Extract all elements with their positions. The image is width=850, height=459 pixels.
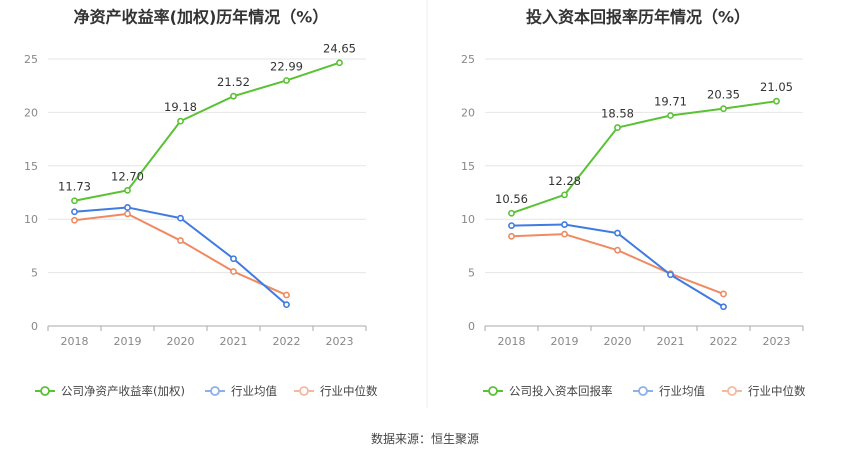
data-point-company (71, 197, 78, 205)
y-tick-label: 20 (24, 106, 38, 119)
legend-item-company[interactable]: 公司投入资本回报率 (483, 384, 613, 398)
series-line-avg (74, 206, 288, 306)
y-tick-label: 10 (461, 213, 475, 226)
legend-label: 行业均值 (231, 384, 277, 398)
data-point-company (230, 92, 237, 100)
data-point-company (667, 112, 674, 119)
source-note: 数据来源：恒生聚源 (371, 431, 479, 446)
x-tick-label: 2022 (710, 335, 738, 348)
data-point-company (508, 209, 515, 217)
x-tick-label: 2018 (498, 335, 526, 348)
data-label: 21.05 (760, 80, 793, 94)
x-tick-label: 2021 (220, 335, 248, 348)
y-tick-label: 5 (31, 267, 38, 280)
x-tick-label: 2018 (61, 335, 89, 348)
data-point-company (283, 77, 290, 84)
data-label: 11.73 (58, 180, 91, 194)
data-point-median (124, 210, 131, 218)
data-label: 20.35 (707, 88, 740, 102)
data-point-company (561, 191, 568, 199)
data-point-avg (561, 221, 568, 228)
data-label: 18.58 (601, 107, 634, 121)
series-line-median (511, 233, 724, 295)
y-tick-label: 0 (468, 320, 475, 333)
series-line-median (74, 212, 287, 296)
x-tick-label: 2022 (273, 335, 301, 348)
series-line-avg (511, 223, 725, 308)
data-point-median (720, 290, 727, 298)
x-tick-label: 2020 (604, 335, 632, 348)
data-point-avg (720, 303, 727, 311)
legend-item-median[interactable]: 行业中位数 (294, 384, 378, 398)
series-line-company (511, 100, 777, 215)
data-label: 12.70 (111, 169, 144, 183)
legend-label: 公司净资产收益率(加权) (61, 384, 185, 398)
data-label: 12.28 (548, 174, 581, 188)
legend-swatch-marker (40, 386, 50, 396)
legend-swatch-marker (727, 386, 737, 396)
data-label: 22.99 (270, 59, 303, 73)
legend-swatch-marker (299, 386, 309, 396)
data-label: 21.52 (217, 75, 250, 89)
series-line-company (74, 61, 340, 202)
data-label: 19.18 (164, 100, 197, 114)
x-tick-label: 2023 (763, 335, 791, 348)
y-tick-label: 5 (468, 267, 475, 280)
data-point-avg (667, 271, 674, 279)
legend-item-company[interactable]: 公司净资产收益率(加权) (35, 384, 185, 398)
data-point-median (614, 246, 621, 254)
data-point-median (71, 216, 78, 224)
chart-title: 投入资本回报率历年情况（%） (526, 8, 750, 27)
legend-label: 行业中位数 (748, 384, 806, 398)
data-point-avg (508, 222, 515, 230)
legend-swatch-marker (488, 386, 498, 396)
data-label: 10.56 (495, 192, 528, 206)
y-tick-label: 0 (31, 320, 38, 333)
legend-swatch-marker (638, 386, 648, 396)
data-point-avg (71, 208, 78, 216)
data-point-company (177, 117, 184, 125)
legend-label: 行业均值 (659, 384, 705, 398)
data-point-median (230, 268, 237, 275)
data-point-avg (124, 204, 131, 211)
legend-label: 公司投入资本回报率 (509, 384, 613, 398)
data-label: 24.65 (323, 42, 356, 56)
x-tick-label: 2019 (114, 335, 142, 348)
y-tick-label: 25 (461, 53, 475, 66)
y-tick-label: 15 (461, 160, 475, 173)
legend-item-avg[interactable]: 行业均值 (633, 384, 705, 398)
data-point-median (561, 230, 568, 238)
legend-item-avg[interactable]: 行业均值 (205, 384, 277, 398)
data-point-company (720, 105, 727, 113)
data-point-avg (614, 229, 621, 237)
roic-chart: 投入资本回报率历年情况（%） 0 5 10 15 20 25 2018 2019 2020 2021… (461, 8, 806, 399)
y-tick-label: 25 (24, 53, 38, 66)
data-point-avg (230, 255, 237, 263)
data-point-company (773, 97, 780, 105)
x-tick-label: 2023 (326, 335, 354, 348)
x-tick-label: 2020 (167, 335, 195, 348)
x-tick-label: 2019 (551, 335, 579, 348)
data-point-median (283, 291, 290, 299)
data-point-company (614, 124, 621, 131)
y-tick-label: 20 (461, 106, 475, 119)
chart-title: 净资产收益率(加权)历年情况（%） (74, 8, 329, 27)
legend-item-median[interactable]: 行业中位数 (722, 384, 806, 398)
legend-label: 行业中位数 (320, 384, 378, 398)
data-point-avg (177, 214, 184, 222)
data-point-company (124, 186, 131, 194)
data-point-avg (283, 301, 290, 309)
data-point-median (508, 232, 515, 240)
roe-chart: 净资产收益率(加权)历年情况（%） 0 5 10 15 20 25 2018 2019 2020 2… (24, 8, 378, 399)
y-tick-label: 15 (24, 160, 38, 173)
y-tick-label: 10 (24, 213, 38, 226)
legend-swatch-marker (210, 386, 220, 396)
x-tick-label: 2021 (657, 335, 685, 348)
data-point-median (177, 237, 184, 244)
data-label: 19.71 (654, 94, 687, 108)
data-point-company (336, 59, 343, 67)
